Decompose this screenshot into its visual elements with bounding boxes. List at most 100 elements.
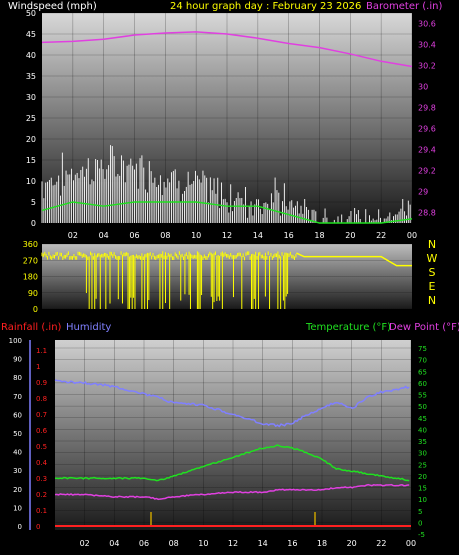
hour-tick-label: 18 — [317, 539, 327, 548]
rainfall-tick-label: 0.1 — [36, 507, 47, 515]
windspeed-tick-label: 50 — [26, 9, 36, 18]
direction-grid — [42, 243, 412, 310]
hour-tick-label: 02 — [80, 539, 90, 548]
hour-tick-label: 12 — [228, 539, 238, 548]
hour-tick-label: 06 — [139, 539, 149, 548]
hour-tick-label: 22 — [376, 539, 386, 548]
windspeed-tick-label: 40 — [26, 51, 36, 60]
wind-direction-line — [296, 252, 412, 267]
temperature-tick-label: 15 — [418, 485, 427, 493]
rainfall-tick-label: 0.2 — [36, 491, 47, 499]
temperature-tick-label: 65 — [418, 368, 427, 376]
rainfall-tick-label: 0.6 — [36, 427, 48, 435]
direction-tick-label: 0 — [33, 305, 38, 314]
temperature-tick-label: 45 — [418, 415, 427, 423]
barometer-tick-label: 30.4 — [418, 41, 436, 50]
humidity-label: Humidity — [66, 322, 111, 333]
hour-tick-label: 00 — [406, 539, 416, 548]
barometer-tick-label: 29.6 — [418, 125, 436, 134]
bottom-x-ticks: 02 04 06 08 10 12 14 16 18 20 22 00 — [80, 539, 417, 548]
rainfall-tick-label: 0.4 — [36, 459, 48, 467]
humidity-tick-label: 30 — [13, 467, 22, 475]
barometer-tick-label: 29.4 — [418, 146, 436, 155]
compass-label: E — [429, 280, 436, 293]
windspeed-title: Windspeed (mph) — [8, 1, 97, 12]
humidity-tick-label: 20 — [13, 486, 22, 494]
hour-tick-label: 10 — [191, 231, 201, 240]
hour-tick-label: 22 — [376, 231, 386, 240]
hour-tick-label: 08 — [169, 539, 179, 548]
compass-label: N — [428, 238, 436, 251]
hour-tick-label: 08 — [160, 231, 170, 240]
humidity-tick-label: 100 — [9, 337, 22, 345]
temperature-tick-label: 0 — [418, 519, 422, 527]
hour-tick-label: 06 — [129, 231, 139, 240]
windspeed-tick-label: 30 — [26, 93, 36, 102]
top-right-ticks: 28.8 29 29.2 29.4 29.6 29.8 30 30.2 30.4 30.6 — [418, 20, 436, 218]
rainfall-tick-label: 1.1 — [36, 347, 47, 355]
windspeed-tick-label: 35 — [26, 72, 36, 81]
hour-tick-label: 04 — [99, 231, 109, 240]
dewpoint-line — [54, 483, 410, 501]
temperature-tick-label: 5 — [418, 508, 422, 516]
windspeed-tick-label: 15 — [26, 156, 36, 165]
temperature-tick-label: 50 — [418, 403, 427, 411]
temperature-tick-label: 70 — [418, 357, 427, 365]
temperature-ticks: -5 0 5 10 15 20 25 30 35 40 45 50 55 60 65 70 75 — [418, 345, 427, 539]
rainfall-tick-label: 0.5 — [36, 443, 47, 451]
hour-tick-label: 16 — [284, 231, 294, 240]
humidity-tick-label: 80 — [13, 374, 22, 382]
temperature-tick-label: 60 — [418, 380, 427, 388]
barometer-tick-label: 28.8 — [418, 209, 436, 218]
rainfall-tick-label: 0.3 — [36, 475, 47, 483]
temperature-tick-label: 75 — [418, 345, 427, 353]
direction-tick-label: 270 — [23, 256, 38, 265]
hour-tick-label: 18 — [314, 231, 324, 240]
direction-tick-label: 90 — [28, 289, 38, 298]
hour-tick-label: 20 — [347, 539, 357, 548]
barometer-tick-label: 29.8 — [418, 104, 436, 113]
barometer-tick-label: 30.6 — [418, 20, 436, 29]
wind-gust-bars — [41, 145, 411, 223]
temperature-tick-label: 30 — [418, 450, 427, 458]
humidity-tick-label: 60 — [13, 411, 22, 419]
compass-label: S — [429, 266, 436, 279]
rainfall-tick-label: 0.8 — [36, 395, 47, 403]
hour-tick-label: 00 — [407, 231, 417, 240]
windspeed-tick-label: 20 — [26, 135, 36, 144]
direction-tick-label: 180 — [23, 273, 38, 282]
barometer-title: Barometer (.in) — [366, 1, 442, 12]
temperature-line — [54, 444, 410, 482]
temperature-tick-label: 55 — [418, 392, 427, 400]
windspeed-tick-label: 5 — [31, 198, 36, 207]
direction-left-ticks: 360 270 180 90 0 — [23, 240, 38, 314]
temperature-tick-label: 25 — [418, 461, 427, 469]
rainfall-tick-label: 1 — [36, 363, 40, 371]
temperature-tick-label: -5 — [418, 531, 425, 539]
compass-label: W — [427, 252, 438, 265]
barometer-tick-label: 29.2 — [418, 167, 436, 176]
temperature-tick-label: 35 — [418, 438, 427, 446]
wind-direction-scatter — [41, 251, 297, 309]
humidity-tick-label: 50 — [13, 430, 22, 438]
barometer-line — [41, 31, 413, 68]
humidity-tick-label: 0 — [18, 523, 22, 531]
bottom-plot-area — [55, 340, 411, 530]
dewpoint-label: Dew Point (°F) — [389, 322, 459, 333]
humidity-tick-label: 70 — [13, 393, 22, 401]
top-left-ticks: 0 5 10 15 20 25 30 35 40 45 50 — [26, 9, 36, 228]
compass-label: N — [428, 294, 436, 307]
hour-tick-label: 02 — [68, 231, 78, 240]
graph-day-title: 24 hour graph day : February 23 2026 — [170, 1, 361, 12]
direction-tick-label: 360 — [23, 240, 38, 249]
hour-tick-label: 14 — [258, 539, 268, 548]
hour-tick-label: 16 — [287, 539, 297, 548]
humidity-tick-label: 40 — [13, 449, 22, 457]
humidity-tick-label: 10 — [13, 504, 22, 512]
rainfall-tick-label: 0.9 — [36, 379, 47, 387]
windspeed-tick-label: 0 — [31, 219, 36, 228]
hour-tick-label: 10 — [198, 539, 208, 548]
top-x-ticks: 02 04 06 08 10 12 14 16 18 20 22 00 — [68, 231, 417, 240]
